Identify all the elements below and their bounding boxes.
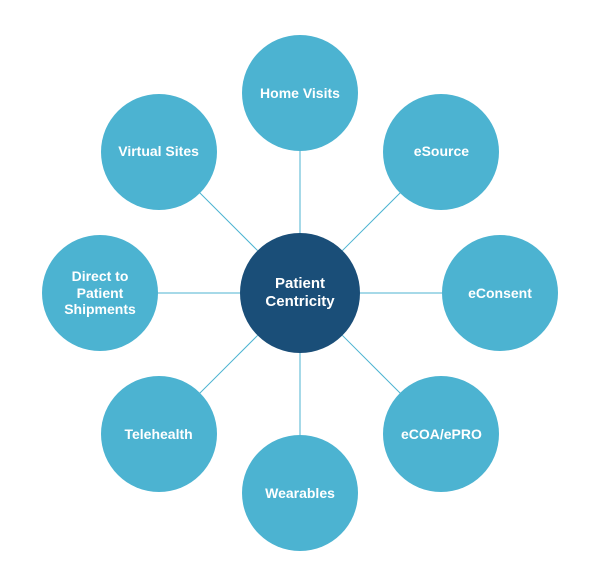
spoke-line: [342, 192, 401, 251]
center-node: Patient Centricity: [240, 233, 360, 353]
spoke-line: [199, 335, 258, 394]
outer-node-label: eCOA/ePRO: [401, 426, 482, 443]
spoke-line: [300, 353, 301, 435]
spoke-line: [300, 151, 301, 233]
spoke-line: [158, 293, 240, 294]
center-node-label: Patient Centricity: [265, 275, 334, 311]
outer-node-label: eConsent: [468, 285, 532, 302]
outer-node-home-visits: Home Visits: [242, 35, 358, 151]
outer-node-label: eSource: [414, 143, 469, 160]
outer-node-label: Wearables: [265, 485, 335, 502]
outer-node-label: Telehealth: [124, 426, 192, 443]
outer-node-label: Virtual Sites: [118, 143, 199, 160]
outer-node-label: Home Visits: [260, 85, 340, 102]
spoke-line: [360, 293, 442, 294]
outer-node-econsent: eConsent: [442, 235, 558, 351]
outer-node-virtual-sites: Virtual Sites: [101, 94, 217, 210]
outer-node-direct-to-patient: Direct to Patient Shipments: [42, 235, 158, 351]
outer-node-ecoa-epro: eCOA/ePRO: [383, 376, 499, 492]
outer-node-telehealth: Telehealth: [101, 376, 217, 492]
spoke-line: [342, 335, 401, 394]
outer-node-label: Direct to Patient Shipments: [64, 268, 136, 318]
patient-centricity-diagram: Patient Centricity Home Visits eSource eCon…: [0, 0, 600, 586]
spoke-line: [199, 192, 258, 251]
outer-node-esource: eSource: [383, 94, 499, 210]
outer-node-wearables: Wearables: [242, 435, 358, 551]
